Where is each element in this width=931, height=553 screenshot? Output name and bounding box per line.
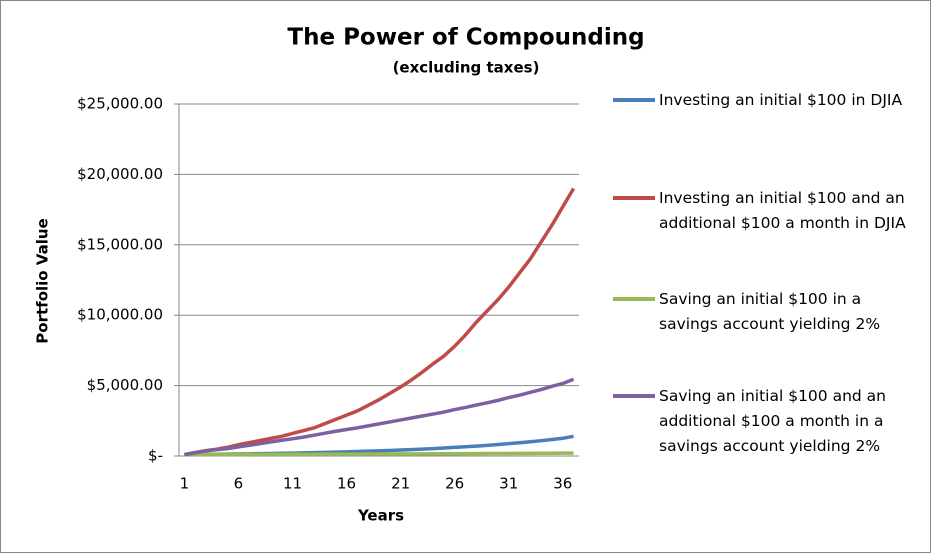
chart-title: The Power of Compounding — [287, 25, 644, 51]
x-tick-label: 1 — [180, 475, 190, 493]
y-tick-label: $- — [148, 447, 163, 465]
legend-item: Investing an initial $100 and an additio… — [613, 186, 913, 236]
x-tick-label: 6 — [234, 475, 244, 493]
y-axis-label: Portfolio Value — [34, 218, 52, 343]
x-tick-label: 11 — [283, 475, 302, 493]
legend-label: Investing an initial $100 in DJIA — [659, 91, 903, 109]
legend-item: Saving an initial $100 and an additional… — [613, 384, 913, 459]
chart-subtitle: (excluding taxes) — [393, 59, 540, 77]
series-line — [184, 377, 575, 457]
x-tick-label: 26 — [445, 475, 464, 493]
legend-swatch — [613, 297, 655, 301]
y-tick-label: $20,000.00 — [77, 165, 163, 183]
x-axis-label: Years — [357, 507, 404, 525]
legend-swatch — [613, 394, 655, 398]
x-tick-label: 36 — [553, 475, 572, 493]
legend-label: Investing an initial $100 and an additio… — [659, 189, 906, 232]
legend-label: Saving an initial $100 in a savings acco… — [659, 290, 881, 333]
series-line — [184, 187, 576, 457]
y-tick-label: $15,000.00 — [77, 235, 163, 253]
x-tick-label: 31 — [499, 475, 518, 493]
y-tick-label: $5,000.00 — [87, 376, 163, 394]
legend-item: Investing an initial $100 in DJIA — [613, 88, 913, 113]
x-tick-label: 21 — [391, 475, 410, 493]
series-line — [184, 451, 574, 457]
x-tick-label: 16 — [337, 475, 356, 493]
legend-label: Saving an initial $100 and an additional… — [659, 387, 886, 455]
legend-item: Saving an initial $100 in a savings acco… — [613, 287, 913, 337]
legend-swatch — [613, 98, 655, 102]
legend-swatch — [613, 196, 655, 200]
y-tick-label: $10,000.00 — [77, 306, 163, 324]
y-tick-label: $25,000.00 — [77, 95, 163, 113]
